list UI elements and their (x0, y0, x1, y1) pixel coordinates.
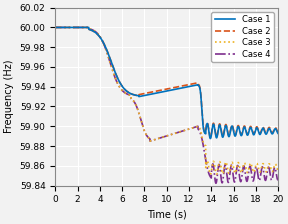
Case 3 (54, 26, 57, 29)
Case 1 (187, 85, 191, 88)
Case 3 (139, 117, 142, 120)
Legend: Case 1, Case 2, Case 3, Case 4: Case 1, Case 2, Case 3, Case 4 (211, 12, 274, 62)
Line: Case 1: Case 1 (55, 27, 278, 138)
Case 3 (198, 128, 202, 131)
Case 2 (237, 125, 240, 127)
Case 4 (214, 182, 218, 185)
Case 1 (276, 132, 280, 135)
Case 2 (198, 88, 202, 91)
Case 1 (139, 95, 142, 98)
Case 3 (94, 31, 98, 33)
Line: Case 2: Case 2 (55, 27, 278, 138)
Case 4 (237, 168, 240, 170)
Case 2 (209, 136, 212, 139)
Case 1 (220, 132, 223, 135)
Case 4 (187, 128, 191, 130)
Case 2 (220, 131, 223, 134)
Case 4 (139, 117, 142, 120)
Case 4 (94, 31, 98, 33)
Line: Case 3: Case 3 (55, 27, 278, 174)
X-axis label: Time (s): Time (s) (147, 210, 187, 220)
Case 2 (276, 131, 280, 134)
Case 1 (237, 125, 240, 128)
Case 1 (54, 26, 57, 29)
Case 3 (209, 173, 212, 176)
Case 3 (276, 170, 280, 172)
Case 3 (237, 162, 240, 164)
Y-axis label: Frequency (Hz): Frequency (Hz) (4, 60, 14, 133)
Case 4 (54, 26, 57, 29)
Case 4 (276, 178, 280, 181)
Case 4 (220, 180, 223, 183)
Case 4 (198, 131, 202, 134)
Case 3 (220, 169, 223, 172)
Case 2 (187, 83, 191, 86)
Case 2 (139, 93, 142, 96)
Case 1 (209, 137, 212, 140)
Case 2 (54, 26, 57, 29)
Line: Case 4: Case 4 (55, 27, 278, 183)
Case 1 (198, 89, 202, 92)
Case 3 (187, 128, 191, 130)
Case 2 (94, 31, 98, 34)
Case 1 (94, 31, 98, 34)
